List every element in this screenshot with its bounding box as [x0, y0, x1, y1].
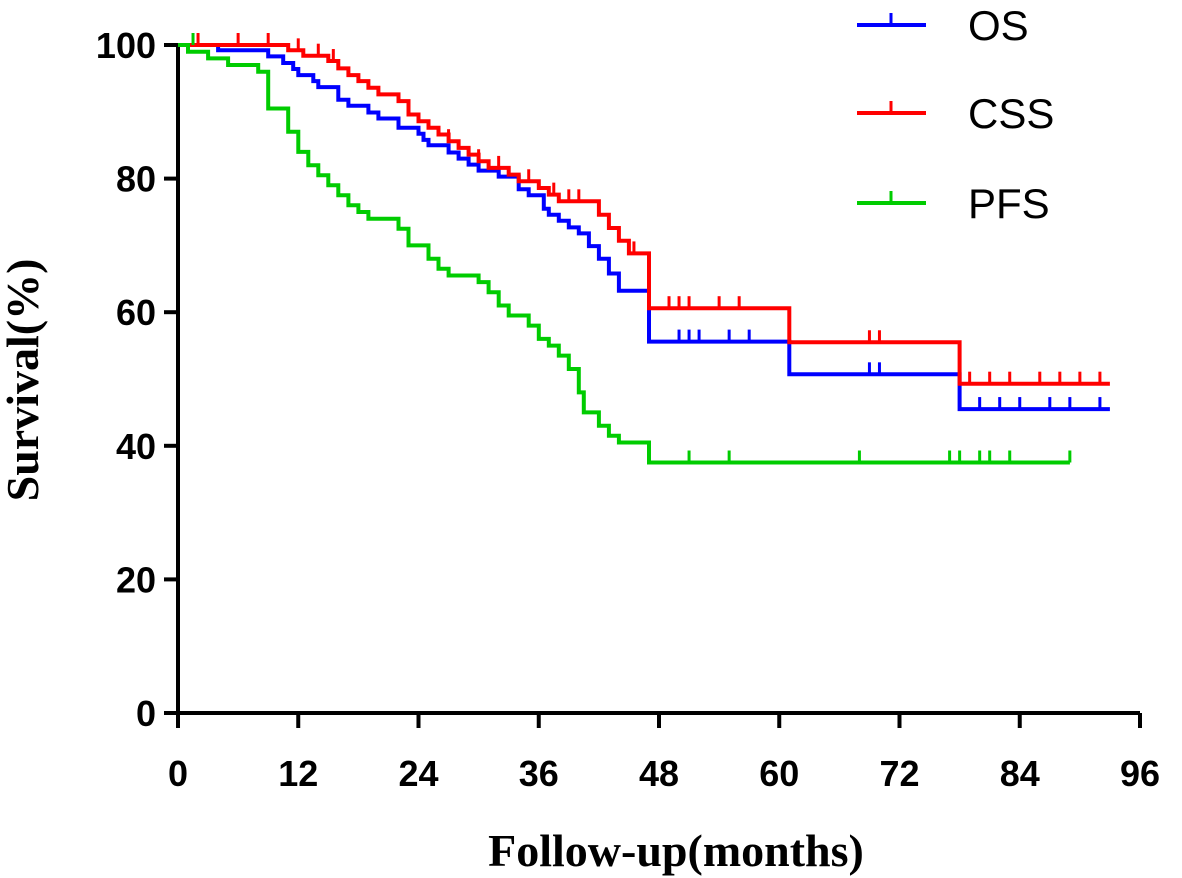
- x-tick-label: 96: [1120, 753, 1160, 794]
- censor-marks-os: [677, 329, 1102, 410]
- x-tick-label: 0: [168, 753, 188, 794]
- legend-label-os: OS: [968, 2, 1029, 49]
- legend-label-css: CSS: [968, 90, 1054, 137]
- x-tick-label: 36: [519, 753, 559, 794]
- series-layer: [178, 33, 1110, 465]
- y-tick-label: 80: [116, 159, 156, 200]
- censor-marks-pfs: [191, 33, 1072, 463]
- y-tick-label: 100: [96, 25, 156, 66]
- y-tick-label: 60: [116, 292, 156, 333]
- x-axis-title: Follow-up(months): [488, 825, 864, 876]
- x-tick-label: 60: [759, 753, 799, 794]
- y-axis-title: Survival(%): [0, 259, 48, 502]
- x-tick-label: 72: [879, 753, 919, 794]
- y-tick-label: 20: [116, 559, 156, 600]
- x-ticks: 0 12 24 36 48 60 72 84 96: [168, 713, 1160, 794]
- y-tick-label: 0: [136, 693, 156, 734]
- series-line-css: [178, 43, 1110, 386]
- x-tick-label: 84: [1000, 753, 1040, 794]
- y-ticks: 0 20 40 60 80 100: [96, 25, 178, 734]
- y-tick-label: 40: [116, 426, 156, 467]
- x-tick-label: 48: [639, 753, 679, 794]
- series-line-pfs: [178, 43, 1070, 465]
- axes: [176, 45, 1140, 715]
- x-tick-label: 12: [278, 753, 318, 794]
- series-line-os: [178, 43, 1110, 412]
- x-tick-label: 24: [398, 753, 438, 794]
- legend-label-pfs: PFS: [968, 180, 1050, 227]
- censor-marks-css: [196, 33, 1102, 384]
- legend: OS CSS PFS: [857, 2, 1054, 227]
